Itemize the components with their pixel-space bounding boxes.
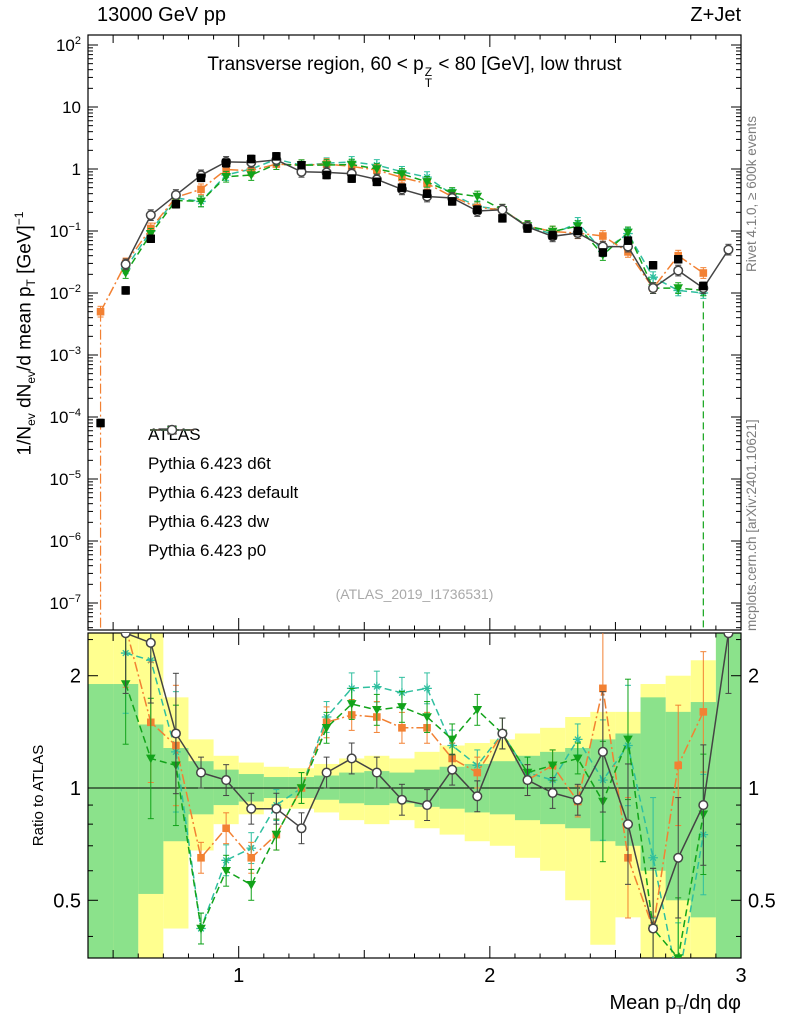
y-main-tick-label: 10−2 bbox=[50, 283, 81, 303]
y-ratio-tick-label-left: 1 bbox=[70, 778, 81, 800]
y-main-tick-label: 10−5 bbox=[50, 469, 81, 489]
y-main-tick-label: 10−7 bbox=[50, 593, 81, 613]
x-tick-label: 2 bbox=[484, 965, 495, 987]
legend-item-p0: Pythia 6.423 p0 bbox=[148, 424, 298, 565]
y-main-tick-label: 102 bbox=[56, 35, 81, 55]
series-p0-ratio bbox=[120, 633, 734, 958]
series-d6t-main bbox=[120, 153, 709, 299]
legend-label-dw: Pythia 6.423 dw bbox=[148, 511, 269, 531]
y-ratio-tick-label-right: 2 bbox=[748, 666, 759, 688]
y-main-tick-label: 10−1 bbox=[50, 221, 81, 241]
y-main-tick-label: 1 bbox=[72, 160, 81, 179]
y-axis-label-main: 1/Nev dNev/d mean pT [GeV]−1 bbox=[12, 211, 39, 456]
series-default-main bbox=[96, 158, 708, 318]
x-axis-label: Mean pT/dη dφ bbox=[609, 992, 741, 1017]
legend-label-d6t: Pythia 6.423 d6t bbox=[148, 453, 271, 473]
y-ratio-tick-label-right: 1 bbox=[748, 778, 759, 800]
x-tick-label: 1 bbox=[233, 965, 244, 987]
y-ratio-tick-label-right: 0.5 bbox=[748, 890, 776, 912]
axis-ticks bbox=[88, 35, 742, 958]
beam-energy-label: 13000 GeV pp bbox=[97, 4, 226, 26]
legend-label-p0: Pythia 6.423 p0 bbox=[148, 540, 267, 560]
mcplots-citation-note: mcplots.cern.ch [arXiv:2401.10621] bbox=[744, 419, 759, 631]
legend-item-d6t: Pythia 6.423 d6t bbox=[148, 425, 298, 478]
legend-item-default: Pythia 6.423 default bbox=[148, 426, 299, 507]
y-ratio-tick-label-left: 0.5 bbox=[53, 890, 81, 912]
series-atlas-main bbox=[96, 152, 708, 428]
legend-label-default: Pythia 6.423 default bbox=[148, 482, 299, 502]
legend-item-dw: Pythia 6.423 dw bbox=[148, 426, 298, 536]
series-dw-main bbox=[120, 158, 709, 297]
y-main-tick-label: 10 bbox=[62, 98, 81, 117]
x-tick-label: 3 bbox=[735, 965, 746, 987]
y-main-tick-label: 10−6 bbox=[50, 531, 81, 551]
y-main-tick-label: 10−3 bbox=[50, 345, 81, 365]
y-axis-label-ratio: Ratio to ATLAS bbox=[30, 744, 47, 847]
y-main-tick-label: 10−4 bbox=[50, 407, 81, 427]
y-ratio-tick-label-left: 2 bbox=[70, 666, 81, 688]
rivet-version-note: Rivet 4.1.0, ≥ 600k events bbox=[744, 116, 759, 272]
legend-marker-p0 bbox=[150, 424, 194, 436]
process-label: Z+Jet bbox=[690, 4, 741, 26]
analysis-watermark: (ATLAS_2019_I1736531) bbox=[335, 586, 494, 602]
